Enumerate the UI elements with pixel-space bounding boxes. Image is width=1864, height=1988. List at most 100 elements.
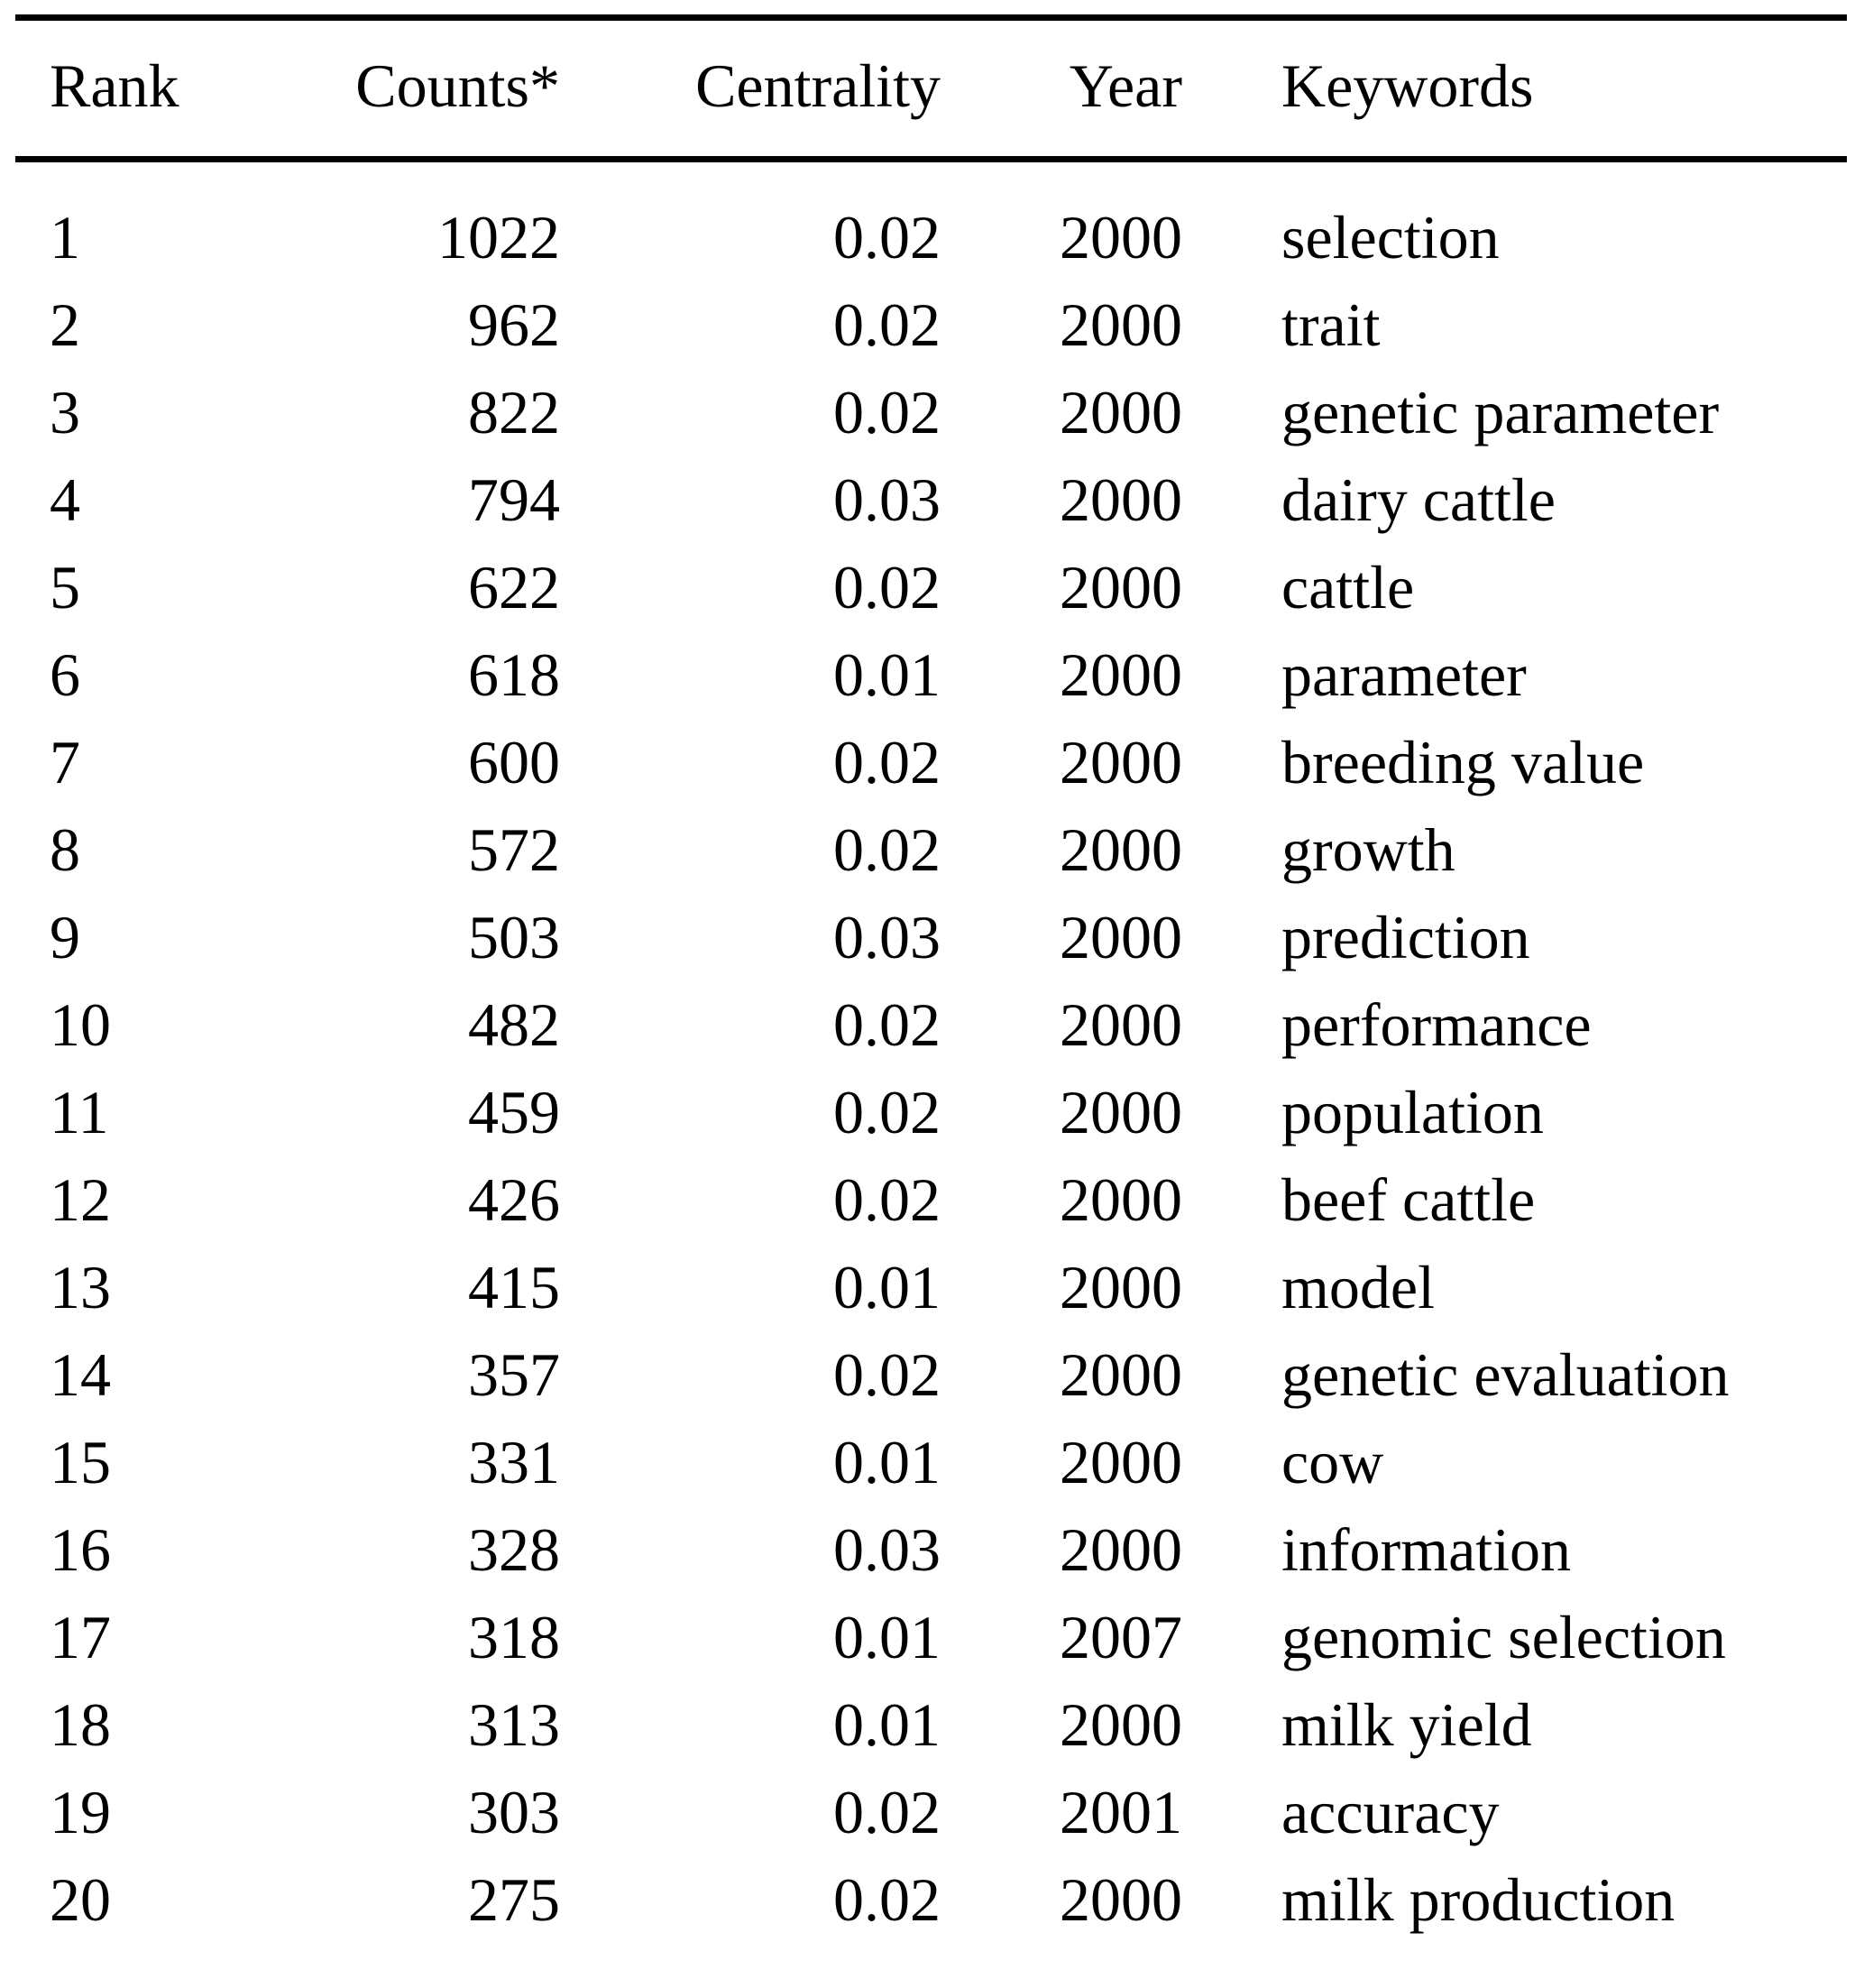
rank-cell: 14 xyxy=(50,1339,111,1409)
rank-cell: 2 xyxy=(50,290,80,359)
centrality-cell: 0.02 xyxy=(833,1339,941,1409)
keywords-cell: genetic parameter xyxy=(1281,377,1720,446)
table-row: 16 328 0.03 2000 information xyxy=(15,1505,1847,1593)
year-cell: 2000 xyxy=(1060,1077,1182,1146)
table-row: 17 318 0.01 2007 genomic selection xyxy=(15,1593,1847,1680)
column-header-centrality: Centrality xyxy=(560,17,941,162)
counts-cell: 618 xyxy=(468,640,560,709)
year-cell: 2000 xyxy=(1060,815,1182,884)
keywords-cell: beef cattle xyxy=(1281,1164,1536,1234)
year-cell: 2000 xyxy=(1060,202,1182,272)
year-cell: 2000 xyxy=(1060,1339,1182,1409)
counts-cell: 275 xyxy=(468,1864,560,1934)
rank-cell: 15 xyxy=(50,1427,111,1496)
counts-cell: 459 xyxy=(468,1077,560,1146)
rank-cell: 16 xyxy=(50,1514,111,1584)
rank-cell: 13 xyxy=(50,1252,111,1321)
counts-cell: 328 xyxy=(468,1514,560,1584)
keywords-cell: trait xyxy=(1281,290,1381,359)
year-cell: 2000 xyxy=(1060,465,1182,534)
table-row: 5 622 0.02 2000 cattle xyxy=(15,543,1847,630)
counts-cell: 962 xyxy=(468,290,560,359)
table-row: 18 313 0.01 2000 milk yield xyxy=(15,1680,1847,1768)
year-cell: 2000 xyxy=(1060,1514,1182,1584)
centrality-cell: 0.02 xyxy=(833,815,941,884)
keywords-cell: population xyxy=(1281,1077,1544,1146)
counts-cell: 313 xyxy=(468,1689,560,1759)
year-cell: 2000 xyxy=(1060,1164,1182,1234)
rank-cell: 11 xyxy=(50,1077,109,1146)
table-header: Rank Counts* Centrality Year Keywords xyxy=(15,17,1847,162)
keywords-cell: information xyxy=(1281,1514,1572,1584)
year-cell: 2000 xyxy=(1060,290,1182,359)
centrality-cell: 0.02 xyxy=(833,290,941,359)
rank-cell: 5 xyxy=(50,552,80,621)
rank-cell: 12 xyxy=(50,1164,111,1234)
keywords-cell: milk yield xyxy=(1281,1689,1532,1759)
rank-cell: 1 xyxy=(50,202,80,272)
table-row: 20 275 0.02 2000 milk production xyxy=(15,1855,1847,1988)
rank-cell: 3 xyxy=(50,377,80,446)
keywords-cell: breeding value xyxy=(1281,727,1645,796)
counts-cell: 331 xyxy=(468,1427,560,1496)
centrality-cell: 0.01 xyxy=(833,1689,941,1759)
counts-cell: 600 xyxy=(468,727,560,796)
rank-cell: 10 xyxy=(50,989,111,1059)
centrality-cell: 0.02 xyxy=(833,989,941,1059)
centrality-cell: 0.01 xyxy=(833,1602,941,1671)
year-cell: 2000 xyxy=(1060,1427,1182,1496)
centrality-cell: 0.03 xyxy=(833,1514,941,1584)
counts-cell: 482 xyxy=(468,989,560,1059)
year-cell: 2000 xyxy=(1060,640,1182,709)
table-row: 9 503 0.03 2000 prediction xyxy=(15,893,1847,980)
keywords-cell: milk production xyxy=(1281,1864,1676,1934)
rank-cell: 4 xyxy=(50,465,80,534)
table-row: 4 794 0.03 2000 dairy cattle xyxy=(15,456,1847,543)
centrality-cell: 0.02 xyxy=(833,1164,941,1234)
rank-cell: 17 xyxy=(50,1602,111,1671)
counts-cell: 357 xyxy=(468,1339,560,1409)
table-row: 14 357 0.02 2000 genetic evaluation xyxy=(15,1330,1847,1418)
keywords-cell: cattle xyxy=(1281,552,1415,621)
centrality-cell: 0.02 xyxy=(833,377,941,446)
table-row: 10 482 0.02 2000 performance xyxy=(15,980,1847,1068)
keywords-cell: genetic evaluation xyxy=(1281,1339,1730,1409)
rank-cell: 7 xyxy=(50,727,80,796)
header-row: Rank Counts* Centrality Year Keywords xyxy=(15,17,1847,162)
counts-cell: 572 xyxy=(468,815,560,884)
year-cell: 2000 xyxy=(1060,989,1182,1059)
rank-cell: 18 xyxy=(50,1689,111,1759)
table-row: 6 618 0.01 2000 parameter xyxy=(15,630,1847,718)
centrality-cell: 0.02 xyxy=(833,552,941,621)
year-cell: 2000 xyxy=(1060,902,1182,971)
centrality-cell: 0.03 xyxy=(833,465,941,534)
centrality-cell: 0.02 xyxy=(833,1077,941,1146)
rank-cell: 20 xyxy=(50,1864,111,1934)
table-body: 1 1022 0.02 2000 selection 2 962 0.02 2000 trait 3… xyxy=(15,160,1847,1988)
counts-cell: 1022 xyxy=(437,202,560,272)
table-row: 2 962 0.02 2000 trait xyxy=(15,281,1847,368)
year-cell: 2007 xyxy=(1060,1602,1182,1671)
column-header-year: Year xyxy=(941,17,1182,162)
rank-cell: 8 xyxy=(50,815,80,884)
table-row: 19 303 0.02 2001 accuracy xyxy=(15,1768,1847,1855)
rank-cell: 9 xyxy=(50,902,80,971)
centrality-cell: 0.02 xyxy=(833,727,941,796)
keywords-cell: genomic selection xyxy=(1281,1602,1726,1671)
counts-cell: 503 xyxy=(468,902,560,971)
rank-cell: 6 xyxy=(50,640,80,709)
table-row: 7 600 0.02 2000 breeding value xyxy=(15,718,1847,805)
table-row: 13 415 0.01 2000 model xyxy=(15,1243,1847,1330)
centrality-cell: 0.02 xyxy=(833,202,941,272)
table-row: 12 426 0.02 2000 beef cattle xyxy=(15,1155,1847,1243)
counts-cell: 794 xyxy=(468,465,560,534)
year-cell: 2000 xyxy=(1060,552,1182,621)
column-header-rank: Rank xyxy=(15,17,275,162)
centrality-cell: 0.03 xyxy=(833,902,941,971)
keywords-cell: cow xyxy=(1281,1427,1384,1496)
year-cell: 2000 xyxy=(1060,1864,1182,1934)
table-row: 1 1022 0.02 2000 selection xyxy=(15,160,1847,281)
year-cell: 2000 xyxy=(1060,1689,1182,1759)
centrality-cell: 0.01 xyxy=(833,640,941,709)
year-cell: 2000 xyxy=(1060,727,1182,796)
